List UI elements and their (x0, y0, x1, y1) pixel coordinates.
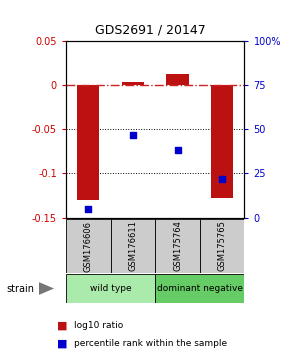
Text: GSM176606: GSM176606 (84, 221, 93, 272)
Point (175, 148, 180, 153)
Text: strain: strain (6, 284, 34, 293)
Bar (155, 219, 200, 273)
Bar (77, 85, 100, 200)
Bar (66, 219, 111, 273)
Point (130, 132, 135, 137)
Bar (200, 219, 244, 273)
Text: ■: ■ (57, 338, 68, 348)
Text: GDS2691 / 20147: GDS2691 / 20147 (94, 23, 206, 36)
Bar (111, 219, 155, 273)
Bar (167, 74, 189, 85)
Point (220, 176, 225, 182)
Text: GSM176611: GSM176611 (128, 221, 137, 272)
Bar (211, 85, 233, 198)
Text: dominant negative: dominant negative (157, 284, 243, 293)
Text: wild type: wild type (90, 284, 131, 293)
Polygon shape (39, 282, 54, 295)
Text: GSM175764: GSM175764 (173, 221, 182, 272)
Bar (122, 82, 144, 85)
Text: ■: ■ (57, 321, 68, 331)
Bar (66, 274, 155, 303)
Text: GSM175765: GSM175765 (218, 221, 227, 272)
Point (86, 206, 91, 212)
Text: percentile rank within the sample: percentile rank within the sample (74, 339, 226, 348)
Bar (155, 274, 244, 303)
Text: log10 ratio: log10 ratio (74, 321, 123, 330)
